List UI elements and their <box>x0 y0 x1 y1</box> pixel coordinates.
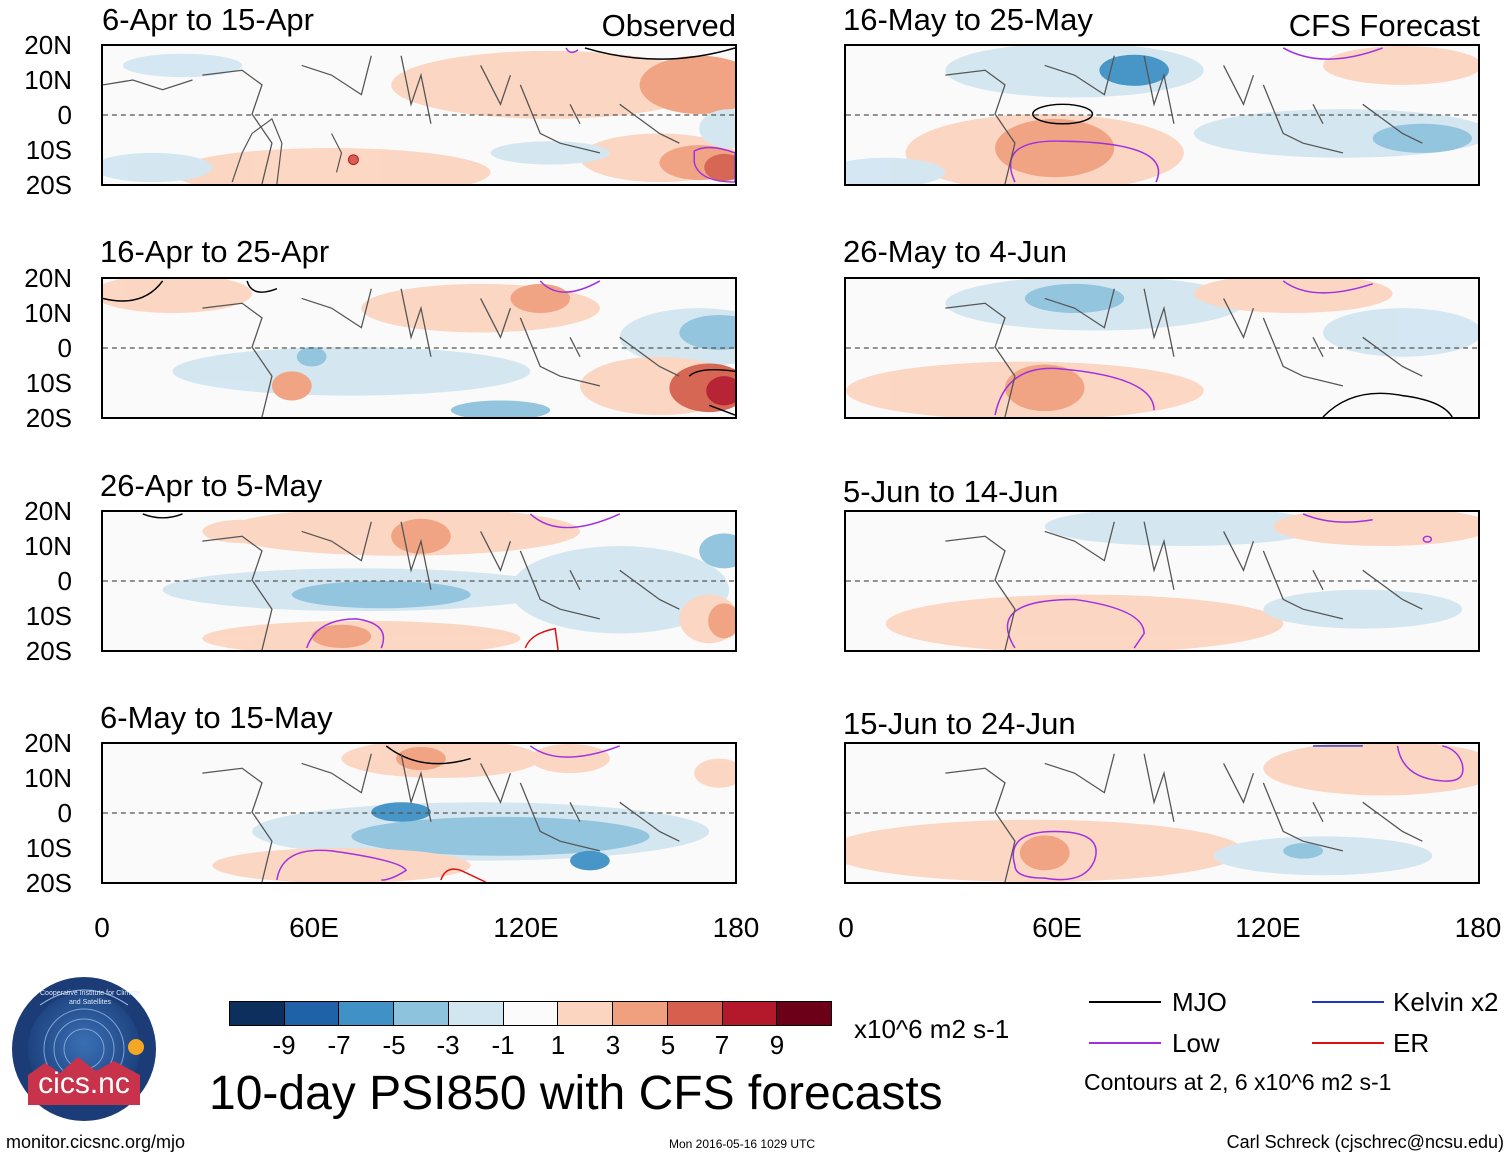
mjo-line-swatch <box>1089 1001 1161 1003</box>
lon-label: 60E <box>1032 912 1082 943</box>
colorbar-swatch <box>230 1002 285 1025</box>
cics-logo: cics.nc Cooperative Institute for Climat… <box>10 975 158 1123</box>
colorbar-label: -9 <box>272 1030 296 1060</box>
lat-label: 20S <box>25 170 72 200</box>
main-title: 10-day PSI850 with CFS forecasts <box>209 1067 943 1120</box>
lat-label: 20S <box>25 868 72 898</box>
colorbar-swatch <box>339 1002 395 1025</box>
panel-title: 26-Apr to 5-May <box>100 468 323 503</box>
lat-label: 0 <box>57 566 72 596</box>
colorbar-label: 5 <box>660 1030 676 1060</box>
map-panel <box>101 510 737 652</box>
colorbar-label: -5 <box>382 1030 406 1060</box>
lon-label: 0 <box>94 912 110 943</box>
colorbar-swatch <box>613 1002 668 1025</box>
panel-title: 5-Jun to 14-Jun <box>843 474 1059 509</box>
colorbar-label: 1 <box>550 1030 566 1060</box>
legend-note: Contours at 2, 6 x10^6 m2 s-1 <box>1084 1069 1392 1095</box>
colorbar-units: x10^6 m2 s-1 <box>854 1014 1010 1044</box>
panel-tag: CFS Forecast <box>1288 8 1480 43</box>
colorbar-swatch <box>503 1002 559 1025</box>
lat-label: 10S <box>25 601 72 631</box>
lat-label: 20N <box>24 728 72 758</box>
colorbar-label: -3 <box>436 1030 460 1060</box>
lat-label: 10S <box>25 833 72 863</box>
map-panel <box>844 277 1480 419</box>
lat-label: 20N <box>24 496 72 526</box>
panel-title: 26-May to 4-Jun <box>843 234 1067 269</box>
lat-label: 20S <box>25 403 72 433</box>
colorbar-swatch <box>448 1002 504 1025</box>
colorbar-swatch <box>667 1002 723 1025</box>
colorbar-label: 9 <box>769 1030 785 1060</box>
panel-title: 6-May to 15-May <box>100 700 333 735</box>
map-panel <box>844 44 1480 186</box>
lat-label: 10N <box>24 65 72 95</box>
lat-label: 0 <box>57 333 72 363</box>
colorbar-swatch <box>777 1002 832 1025</box>
colorbar-swatch <box>558 1002 614 1025</box>
logo-ring-text: Cooperative Institute for Climate and Sa… <box>40 990 140 1006</box>
lat-label: 20S <box>25 636 72 666</box>
lat-label: 10N <box>24 298 72 328</box>
legend-label-low: Low <box>1172 1028 1220 1058</box>
lat-label: 10N <box>24 763 72 793</box>
footer-url: monitor.cicsnc.org/mjo <box>6 1132 186 1152</box>
colorbar-label: 7 <box>714 1030 730 1060</box>
lat-label: 10S <box>25 135 72 165</box>
logo-name: cics.nc <box>38 1067 130 1100</box>
footer-author: Carl Schreck (cjschrec@ncsu.edu) <box>1226 1132 1504 1152</box>
colorbar-swatch <box>284 1002 340 1025</box>
map-panel <box>101 277 737 419</box>
lat-label: 20N <box>24 263 72 293</box>
panel-tag: Observed <box>601 8 736 43</box>
lat-label: 10N <box>24 531 72 561</box>
map-panel <box>844 510 1480 652</box>
colorbar-swatch <box>394 1002 449 1025</box>
colorbar-swatch <box>722 1002 778 1025</box>
lat-label: 0 <box>57 798 72 828</box>
lon-label: 60E <box>289 912 339 943</box>
panel-title: 15-Jun to 24-Jun <box>843 706 1076 741</box>
lon-label: 120E <box>493 912 559 943</box>
er-line-swatch <box>1312 1042 1384 1044</box>
colorbar-label: -1 <box>491 1030 515 1060</box>
legend-label-er: ER <box>1393 1028 1430 1058</box>
low-line-swatch <box>1089 1042 1161 1044</box>
colorbar-label: 3 <box>605 1030 621 1060</box>
footer-timestamp: Mon 2016-05-16 1029 UTC <box>669 1137 816 1151</box>
colorbar <box>229 1001 832 1026</box>
legend-label-mjo: MJO <box>1172 987 1227 1017</box>
map-panel <box>101 44 737 186</box>
colorbar-label: -7 <box>327 1030 351 1060</box>
lon-label: 180 <box>712 912 760 943</box>
lat-label: 20N <box>24 30 72 60</box>
lon-label: 180 <box>1454 912 1502 943</box>
lat-label: 0 <box>57 100 72 130</box>
panel-title: 16-Apr to 25-Apr <box>100 234 330 269</box>
map-panel <box>844 742 1480 884</box>
lon-label: 120E <box>1235 912 1301 943</box>
panel-title: 16-May to 25-May <box>843 2 1093 37</box>
kelvin-line-swatch <box>1312 1001 1384 1003</box>
panel-title: 6-Apr to 15-Apr <box>102 2 314 37</box>
map-panel <box>101 742 737 884</box>
legend-label-kelvin: Kelvin x2 <box>1393 987 1499 1017</box>
lat-label: 10S <box>25 368 72 398</box>
lon-label: 0 <box>838 912 854 943</box>
